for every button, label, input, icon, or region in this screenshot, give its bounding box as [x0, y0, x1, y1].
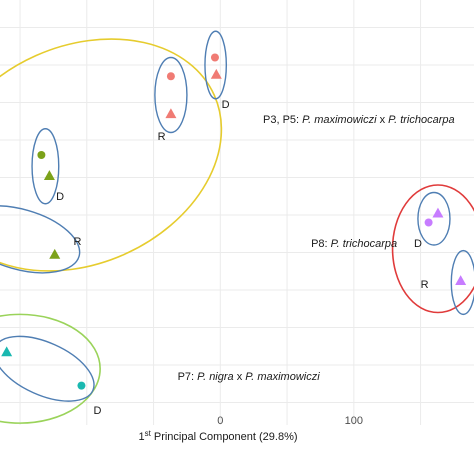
- point-circle: [37, 151, 46, 159]
- point-label: D: [93, 405, 101, 417]
- point-label: D: [222, 99, 230, 111]
- point-label: D: [56, 191, 64, 203]
- point-triangle: [432, 207, 444, 218]
- point-triangle: [455, 275, 467, 286]
- pair-ring: [417, 191, 451, 246]
- point-triangle: [210, 68, 222, 79]
- group-ring: [0, 313, 101, 424]
- point-label: D: [414, 238, 422, 250]
- grid-layer: [0, 0, 474, 425]
- pair-ring: [0, 205, 81, 274]
- group-label: P8: P. trichocarpa: [311, 238, 397, 250]
- pair-ring: [204, 30, 228, 100]
- point-circle: [424, 218, 433, 227]
- point-layer: [1, 53, 467, 390]
- group-label: P3, P5: P. maximowiczi x P. trichocarpa: [263, 114, 455, 126]
- point-triangle: [1, 346, 13, 357]
- point-circle: [210, 53, 219, 62]
- group-ring-layer: [0, 38, 474, 424]
- pair-ring: [31, 128, 60, 205]
- group-ring: [0, 38, 223, 272]
- pair-ring: [450, 249, 474, 316]
- point-label: R: [421, 279, 429, 291]
- pair-ring: [0, 335, 95, 402]
- point-circle: [77, 381, 86, 390]
- point-circle: [166, 72, 175, 81]
- point-triangle: [165, 108, 177, 119]
- point-label: R: [158, 131, 166, 143]
- point-triangle: [43, 170, 55, 181]
- point-label: R: [73, 236, 81, 248]
- label-layer: R D D R D D R P3, P5: P. maximowiczi x P. trich…: [56, 99, 455, 417]
- x-tick-label: 100: [345, 415, 363, 427]
- x-axis-title: 1st Principal Component (29.8%): [138, 429, 297, 443]
- group-label: P7: P. nigra x P. maximowiczi: [178, 371, 321, 383]
- x-tick-label: 0: [217, 415, 223, 427]
- point-triangle: [49, 248, 61, 259]
- group-ring: [391, 184, 474, 314]
- pair-ring-layer: [0, 30, 474, 402]
- pair-ring: [154, 56, 188, 134]
- tick-layer: 0 100: [217, 415, 363, 427]
